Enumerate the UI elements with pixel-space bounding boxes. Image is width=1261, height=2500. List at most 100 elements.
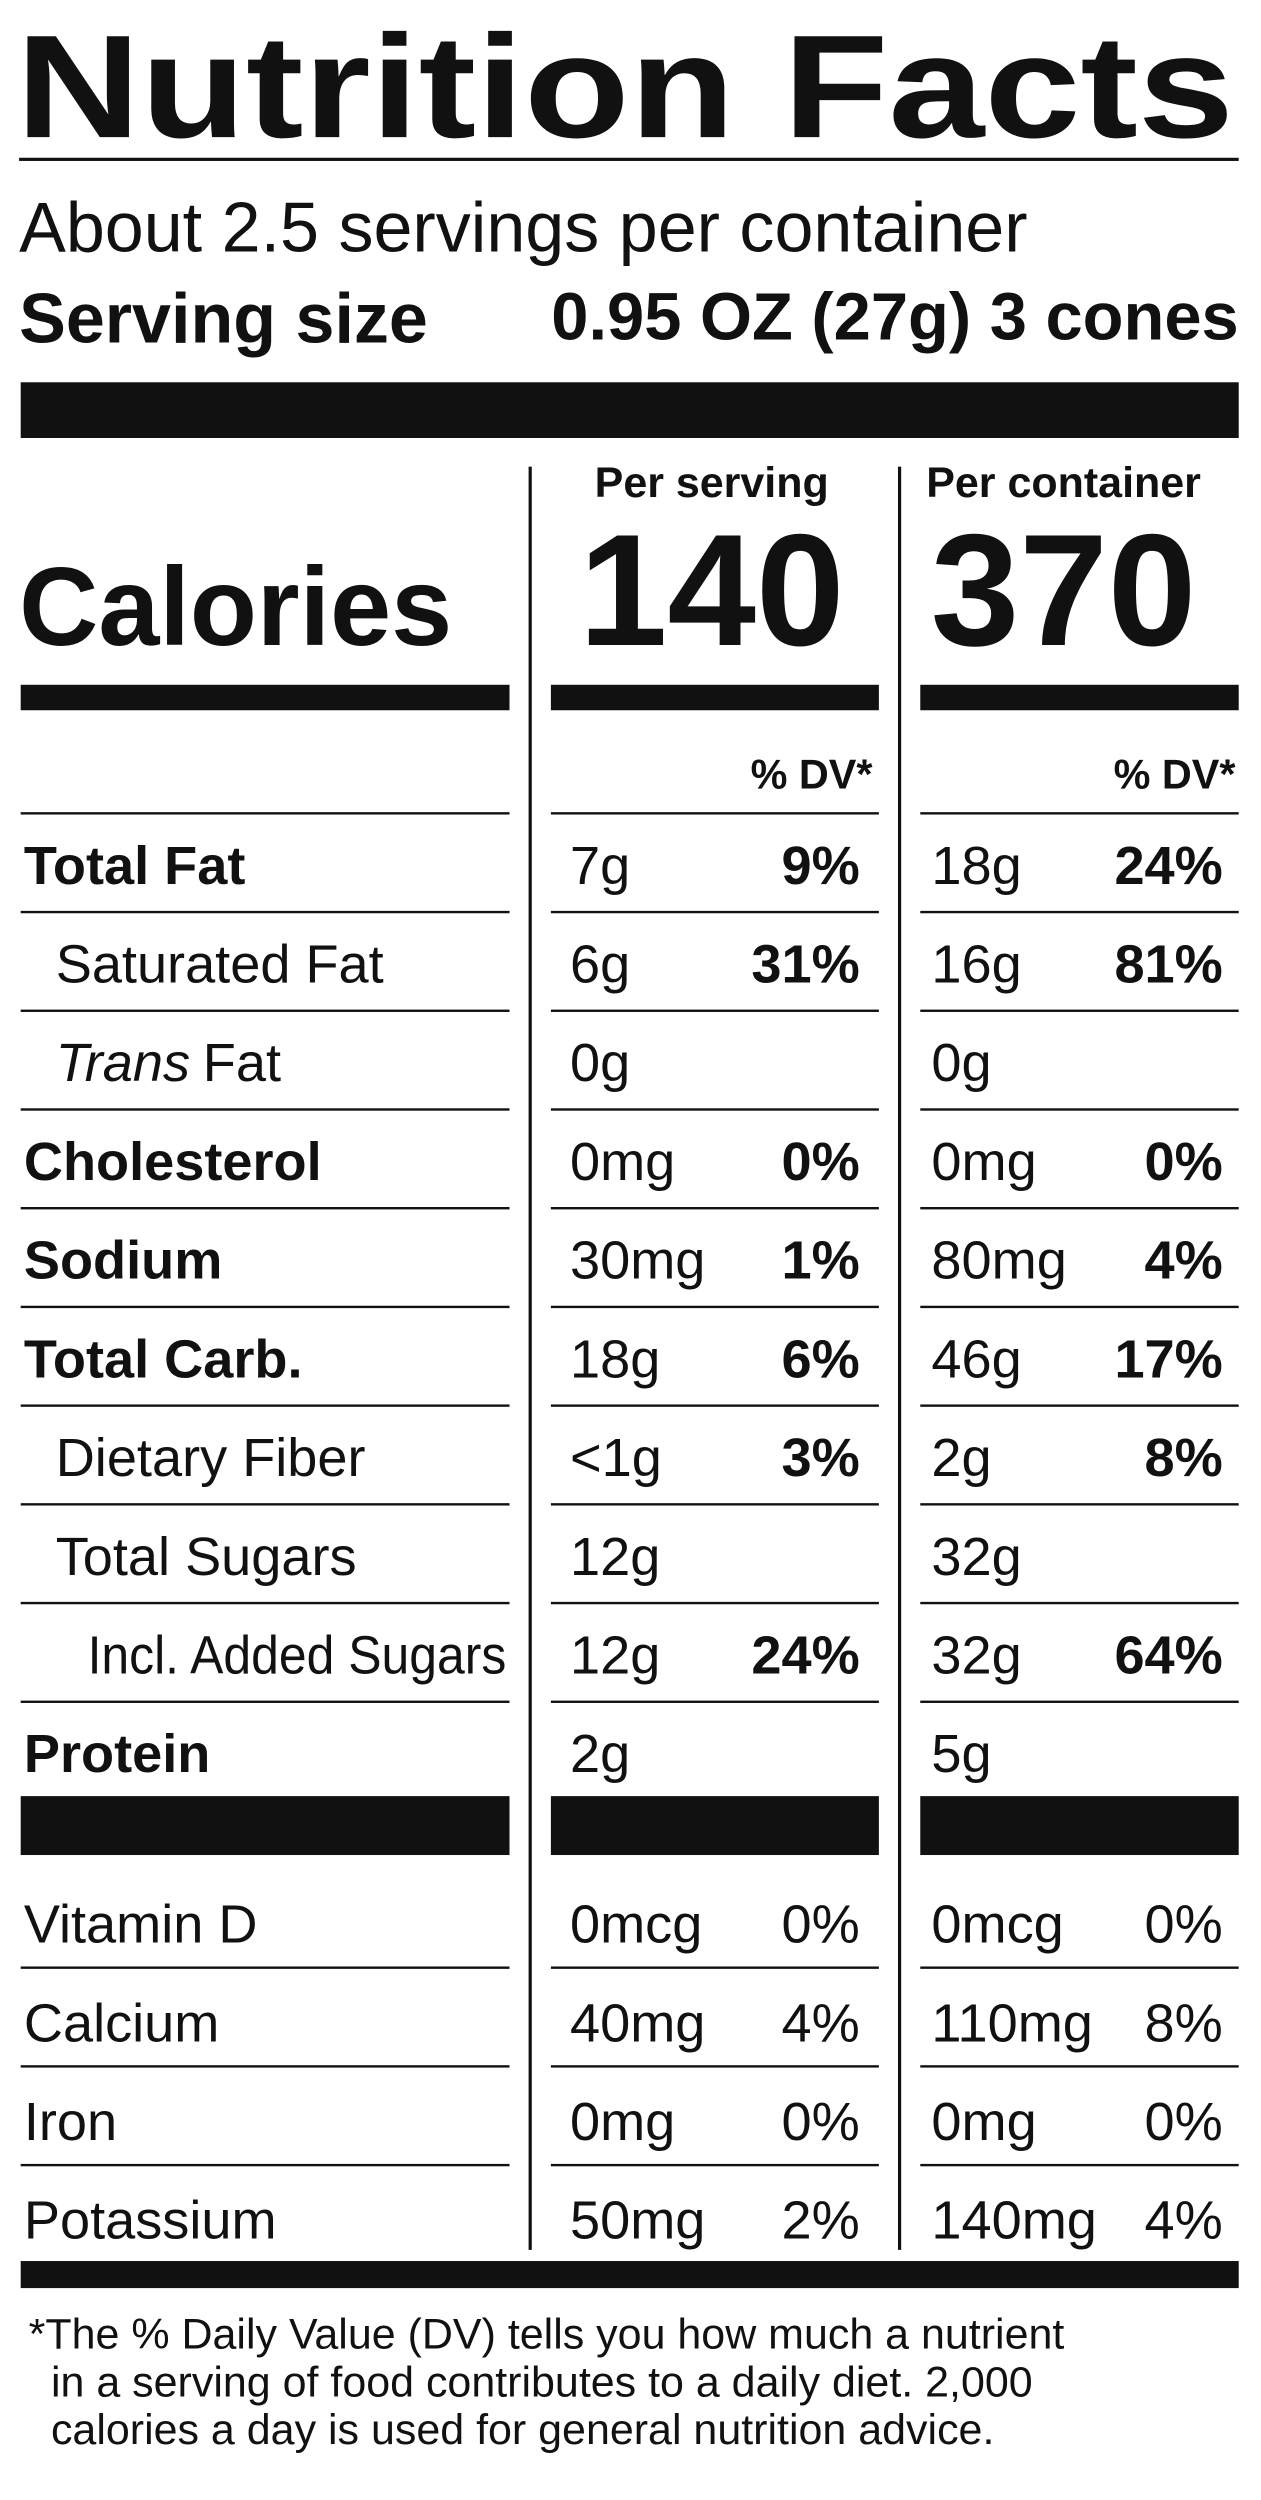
row-rule (20, 1966, 510, 1969)
row-rule (20, 2065, 510, 2068)
percent-dv: 17% (1114, 1329, 1222, 1389)
rule (19, 157, 1239, 161)
percent-dv: 0% (782, 1895, 860, 1955)
thick-bar (20, 2261, 1239, 2289)
thick-bar (20, 1796, 510, 1856)
amount: <1g (570, 1428, 662, 1488)
row-rule (550, 1404, 879, 1407)
amount: 30mg (570, 1231, 705, 1291)
row-rule (20, 2163, 510, 2167)
row-rule (920, 1009, 1239, 1012)
percent-dv: 1% (782, 1231, 860, 1291)
row-rule (550, 1207, 879, 1210)
row-rule (920, 1305, 1239, 1309)
amount: 6g (570, 935, 630, 995)
row-rule (920, 1207, 1239, 1210)
row-rule (20, 1108, 510, 1111)
percent-dv: 8% (1145, 1993, 1223, 2053)
nutrient-name-italic: Trans (56, 1033, 190, 1093)
column-divider (528, 466, 532, 2250)
amount: 50mg (570, 2191, 705, 2251)
vitamin-name: Calcium (24, 1993, 220, 2053)
amount: 0mg (931, 1132, 1036, 1192)
nutrient-name-rest: Fat (203, 1033, 281, 1093)
nutrient-name: Dietary Fiber (56, 1428, 366, 1488)
row-rule (550, 1503, 879, 1506)
amount: 16g (931, 935, 1021, 995)
thick-bar (20, 382, 1239, 438)
calories-value: 140 (579, 501, 845, 679)
amount: 140mg (931, 2191, 1096, 2251)
row-rule (20, 1305, 510, 1309)
amount: 0mcg (931, 1895, 1063, 1955)
vitamin-name: Iron (24, 2092, 117, 2152)
title: Nutrition Facts (16, 5, 1234, 169)
percent-dv: 64% (1114, 1626, 1222, 1686)
percent-dv: 0% (1145, 2092, 1223, 2152)
nutrient-name: Cholesterol (24, 1132, 322, 1192)
amount: 32g (931, 1626, 1021, 1686)
row-rule (920, 910, 1239, 914)
row-rule (920, 1966, 1239, 1969)
percent-dv: 24% (751, 1626, 859, 1686)
amount: 32g (931, 1527, 1021, 1587)
row-rule (20, 1503, 510, 1506)
percent-dv: 4% (782, 1993, 860, 2053)
amount: 2g (931, 1428, 991, 1488)
row-rule (20, 1601, 510, 1605)
row-rule (550, 2065, 879, 2068)
nutrient-name: Protein (24, 1724, 210, 1784)
row-rule (920, 1601, 1239, 1605)
nutrient-name: Total Carb. (24, 1329, 303, 1389)
amount: 0mg (570, 2092, 675, 2152)
row-rule (20, 812, 510, 815)
calories-value: 370 (931, 501, 1197, 679)
calories-bar (20, 684, 510, 711)
row-rule (550, 2163, 879, 2167)
amount: 12g (570, 1527, 660, 1587)
calories-bar (550, 684, 879, 711)
nutrient-name: Total Fat (24, 836, 246, 896)
row-rule (550, 1009, 879, 1012)
amount: 46g (931, 1329, 1021, 1389)
column-heading: Per container (926, 459, 1201, 507)
amount: 0g (570, 1033, 630, 1093)
row-rule (550, 1305, 879, 1309)
row-rule (920, 1700, 1239, 1703)
percent-dv: 0% (1145, 1895, 1223, 1955)
nutrient-name: Sodium (24, 1231, 222, 1291)
row-rule (920, 1108, 1239, 1111)
percent-dv: 9% (782, 836, 860, 896)
nutrient-name: Trans Fat (56, 1033, 281, 1093)
footnote-line: in a serving of food contributes to a da… (51, 2358, 1033, 2406)
row-rule (920, 2163, 1239, 2167)
dv-heading: % DV* (751, 751, 874, 797)
nutrient-name: Total Sugars (56, 1527, 357, 1587)
serving-size-value: 0.95 OZ (27g) 3 cones (551, 279, 1238, 354)
amount: 0mg (570, 1132, 675, 1192)
percent-dv: 81% (1114, 935, 1222, 995)
row-rule (550, 812, 879, 815)
servings: About 2.5 servings per container (19, 189, 1028, 267)
percent-dv: 0% (782, 1132, 860, 1192)
thick-bar (550, 1796, 879, 1856)
amount: 18g (570, 1329, 660, 1389)
row-rule (550, 1700, 879, 1703)
thick-bar (920, 1796, 1239, 1856)
dv-heading: % DV* (1114, 751, 1237, 797)
row-rule (920, 1404, 1239, 1407)
row-rule (920, 2065, 1239, 2068)
amount: 18g (931, 836, 1021, 896)
column-heading: Per serving (595, 459, 829, 507)
amount: 40mg (570, 1993, 705, 2053)
row-rule (550, 1601, 879, 1605)
row-rule (920, 1503, 1239, 1506)
amount: 0mg (931, 2092, 1036, 2152)
percent-dv: 3% (782, 1428, 860, 1488)
amount: 2g (570, 1724, 630, 1784)
calories-label: Calories (19, 544, 452, 669)
row-rule (550, 910, 879, 914)
percent-dv: 31% (751, 935, 859, 995)
percent-dv: 0% (1145, 1132, 1223, 1192)
